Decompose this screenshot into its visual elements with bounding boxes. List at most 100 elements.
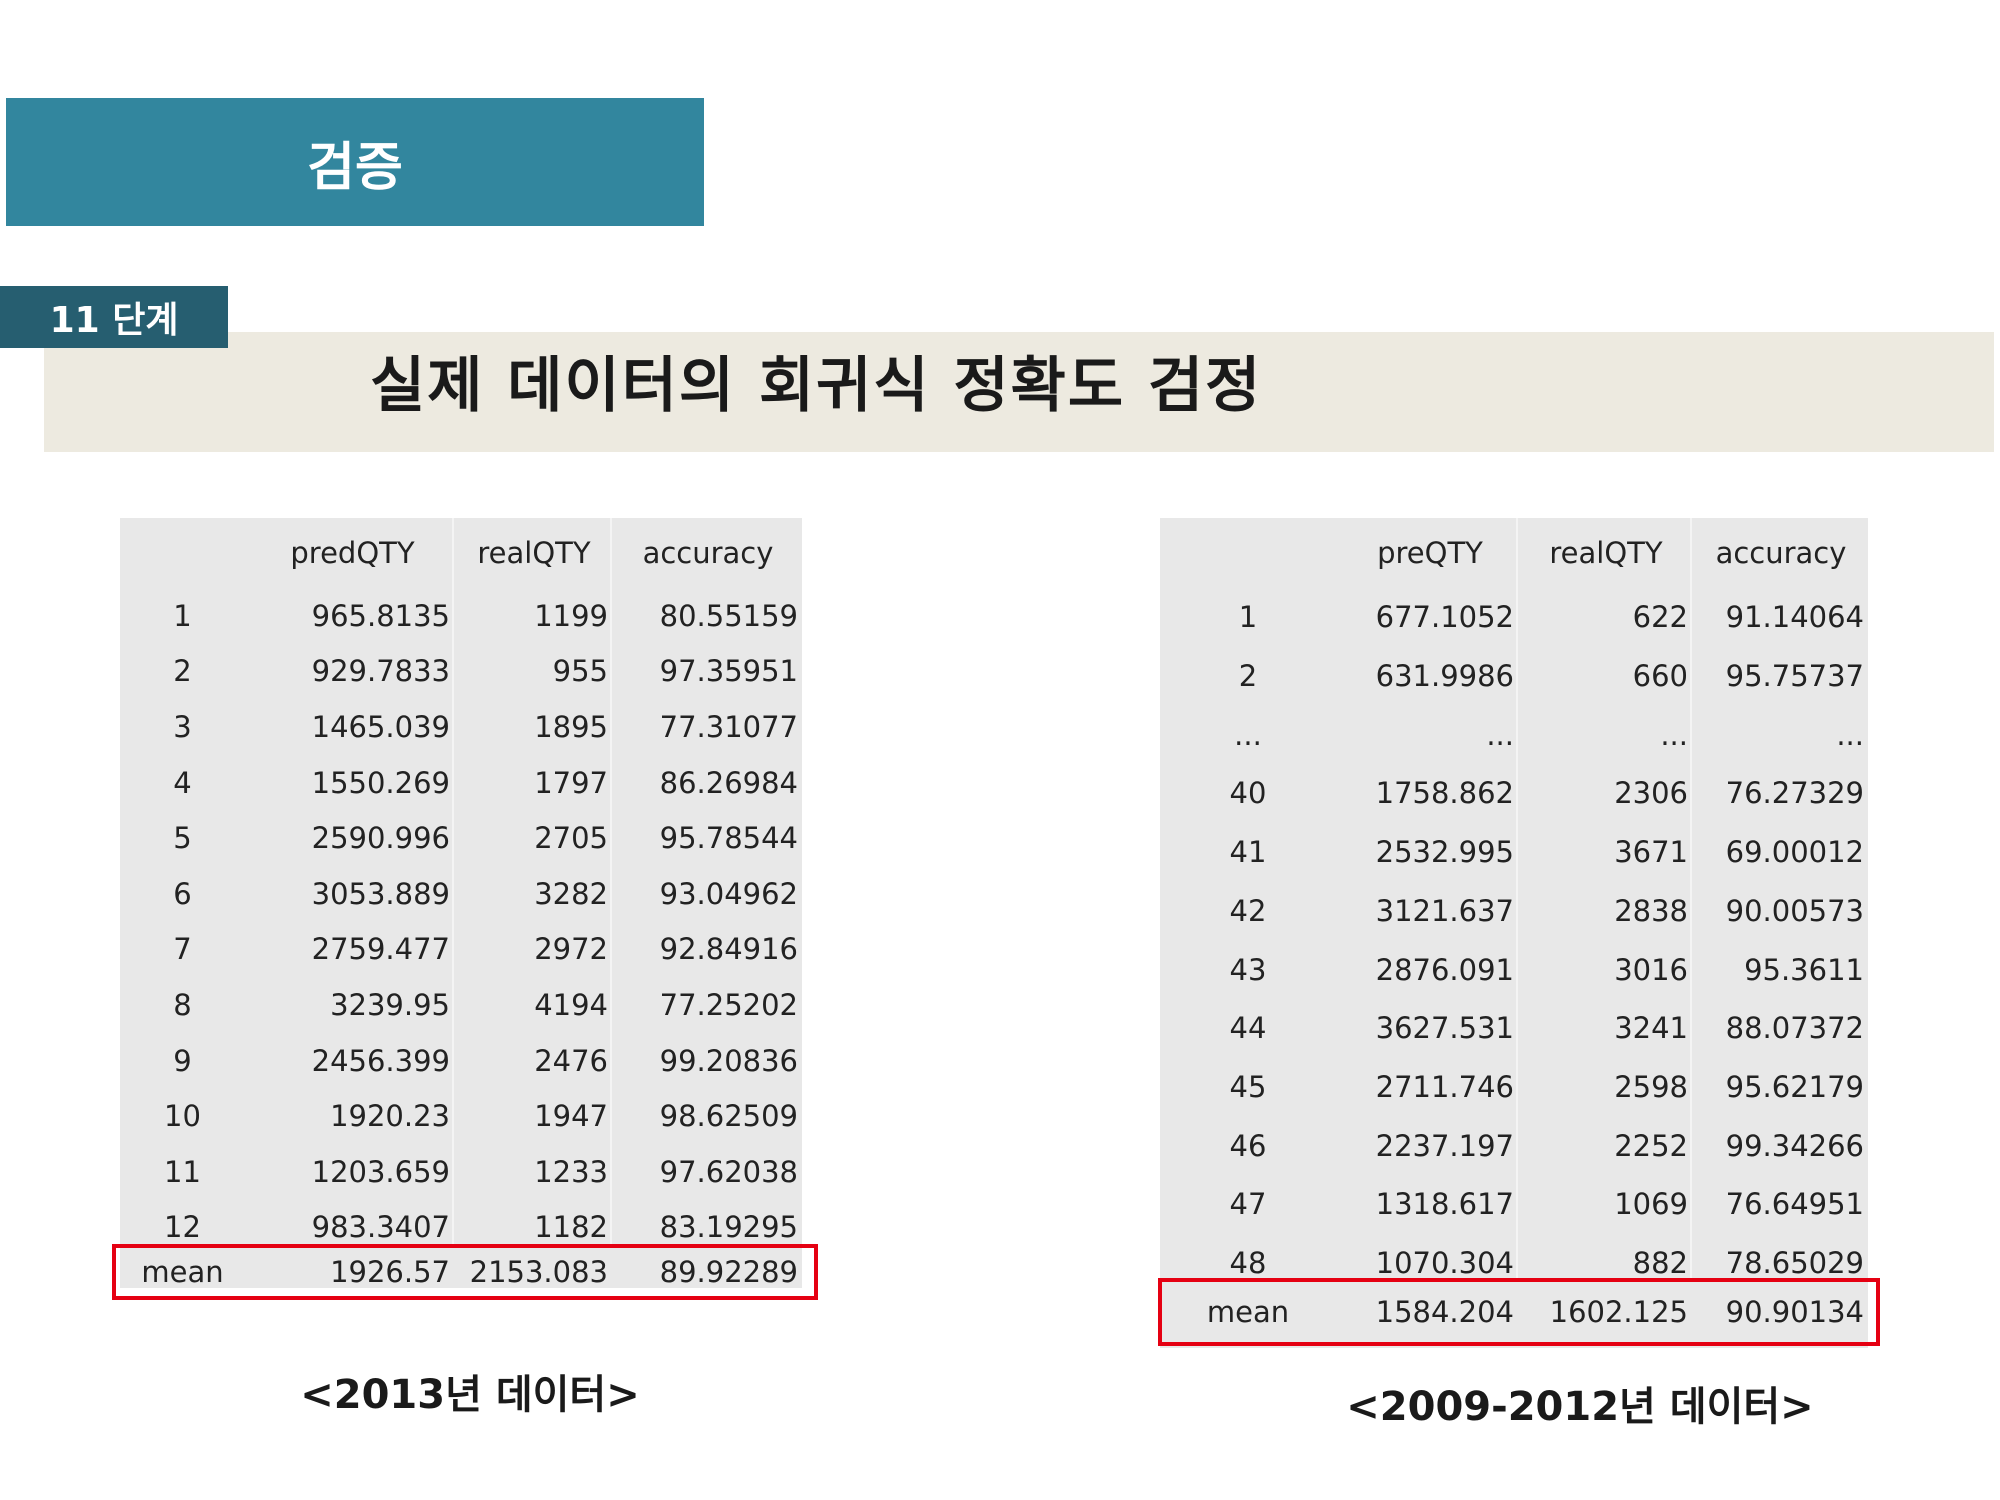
table-cell: 97.35951 <box>659 654 798 689</box>
table-cell: 90.90134 <box>1725 1295 1864 1329</box>
row-index: 42 <box>1229 893 1267 928</box>
table-cell: 1758.862 <box>1375 776 1514 811</box>
table-cell: 93.04962 <box>659 876 798 911</box>
row-index: 3 <box>173 709 192 744</box>
row-index: 1 <box>173 598 192 633</box>
slide-subtitle: 실제 데이터의 회귀식 정확도 검정 <box>370 350 1263 421</box>
table-cell: 77.31077 <box>659 709 798 744</box>
left-table-caption: <2013년 데이터> <box>300 1372 640 1418</box>
row-index: 6 <box>173 876 192 911</box>
table-cell: 622 <box>1632 600 1688 635</box>
right-mean-highlight <box>1158 1278 1880 1346</box>
column-separator <box>1690 518 1692 1278</box>
left-table-panel <box>120 518 802 1288</box>
table-row: 6 3053.889 3282 93.04962 <box>120 866 802 922</box>
table-row: 44 3627.531 3241 88.07372 <box>1160 999 1868 1058</box>
right-table-panel <box>1160 518 1868 1348</box>
row-index: 2 <box>173 654 192 689</box>
table-row: 48 1070.304 882 78.65029 <box>1160 1234 1868 1293</box>
row-index: 40 <box>1229 776 1267 811</box>
table-cell: 69.00012 <box>1725 835 1864 870</box>
table-cell: 95.62179 <box>1725 1069 1864 1104</box>
table-row: 3 1465.039 1895 77.31077 <box>120 699 802 755</box>
table-row: 11 1203.659 1233 97.62038 <box>120 1144 802 1200</box>
section-header: 검증 <box>6 98 704 226</box>
table-cell: 1920.23 <box>330 1099 450 1134</box>
table-cell: 2705 <box>534 821 608 856</box>
table-cell: 4194 <box>534 987 608 1022</box>
row-index: 5 <box>173 821 192 856</box>
table-row: 42 3121.637 2838 90.00573 <box>1160 882 1868 941</box>
table-cell: 677.1052 <box>1375 600 1514 635</box>
table-mean-row: mean 1926.57 2153.083 89.92289 <box>120 1244 802 1300</box>
table-cell: 91.14064 <box>1725 600 1864 635</box>
left-mean-highlight <box>112 1244 818 1300</box>
table-cell: 1233 <box>534 1154 608 1189</box>
table-row: ............ <box>1160 705 1868 764</box>
table-header-row: preQTY realQTY accuracy <box>1160 518 1868 588</box>
table-cell: 2876.091 <box>1375 952 1514 987</box>
table-cell: 1465.039 <box>311 709 450 744</box>
table-cell: 2590.996 <box>311 821 450 856</box>
table-cell: 983.3407 <box>311 1210 450 1245</box>
row-index: 7 <box>173 932 192 967</box>
table-cell: 80.55159 <box>659 598 798 633</box>
row-index: 10 <box>164 1099 201 1134</box>
table-cell: 77.25202 <box>659 987 798 1022</box>
column-header: preQTY <box>1377 536 1483 570</box>
table-row: 40 1758.862 2306 76.27329 <box>1160 764 1868 823</box>
table-cell: 1069 <box>1614 1187 1688 1222</box>
table-cell: 99.20836 <box>659 1043 798 1078</box>
row-index: 9 <box>173 1043 192 1078</box>
table-cell: 95.75737 <box>1725 659 1864 694</box>
table-cell: 2711.746 <box>1375 1069 1514 1104</box>
step-label: 11 단계 <box>49 300 179 341</box>
row-index: 44 <box>1229 1011 1267 1046</box>
row-index: mean <box>141 1255 224 1289</box>
table-cell: 99.34266 <box>1725 1128 1864 1163</box>
column-header: accuracy <box>1715 536 1847 570</box>
table-cell: 1199 <box>534 598 608 633</box>
table-cell: 95.78544 <box>659 821 798 856</box>
table-row: 7 2759.477 2972 92.84916 <box>120 922 802 978</box>
table-row: 5 2590.996 2705 95.78544 <box>120 810 802 866</box>
table-cell: 660 <box>1632 659 1688 694</box>
table-row: 2 631.9986 660 95.75737 <box>1160 647 1868 706</box>
table-cell: 88.07372 <box>1725 1011 1864 1046</box>
table-row: 1 677.1052 622 91.14064 <box>1160 588 1868 647</box>
row-index: 4 <box>173 765 192 800</box>
table-cell: 2759.477 <box>311 932 450 967</box>
table-cell: 92.84916 <box>659 932 798 967</box>
right-table-caption: <2009-2012년 데이터> <box>1346 1384 1814 1430</box>
table-cell: 3053.889 <box>311 876 450 911</box>
table-cell: 89.92289 <box>659 1255 798 1289</box>
table-cell: 2838 <box>1614 893 1688 928</box>
row-index: 47 <box>1229 1187 1267 1222</box>
table-row: 8 3239.95 4194 77.25202 <box>120 977 802 1033</box>
row-index: 43 <box>1229 952 1267 987</box>
table-row: 9 2456.399 2476 99.20836 <box>120 1033 802 1089</box>
row-index: ... <box>1234 717 1262 752</box>
table-row: 41 2532.995 3671 69.00012 <box>1160 823 1868 882</box>
table-row: 12 983.3407 1182 83.19295 <box>120 1200 802 1256</box>
column-header: realQTY <box>1549 536 1663 570</box>
table-cell: 3239.95 <box>330 987 450 1022</box>
step-badge: 11 단계 <box>0 286 228 348</box>
column-header: predQTY <box>290 536 415 570</box>
table-cell: 76.27329 <box>1725 776 1864 811</box>
section-title: 검증 <box>307 137 403 198</box>
table-cell: 3671 <box>1614 835 1688 870</box>
table-cell: 90.00573 <box>1725 893 1864 928</box>
table-cell: 76.64951 <box>1725 1187 1864 1222</box>
table-cell: 1182 <box>534 1210 608 1245</box>
table-row: 43 2876.091 3016 95.3611 <box>1160 940 1868 999</box>
row-index: 1 <box>1238 600 1258 635</box>
table-cell: 1070.304 <box>1375 1246 1514 1281</box>
row-index: mean <box>1206 1295 1290 1329</box>
table-cell: ... <box>1660 717 1688 752</box>
row-index: 41 <box>1229 835 1267 870</box>
table-row: 2 929.7833 955 97.35951 <box>120 644 802 700</box>
column-header <box>120 518 245 588</box>
column-separator <box>1516 518 1518 1278</box>
table-cell: 1318.617 <box>1375 1187 1514 1222</box>
